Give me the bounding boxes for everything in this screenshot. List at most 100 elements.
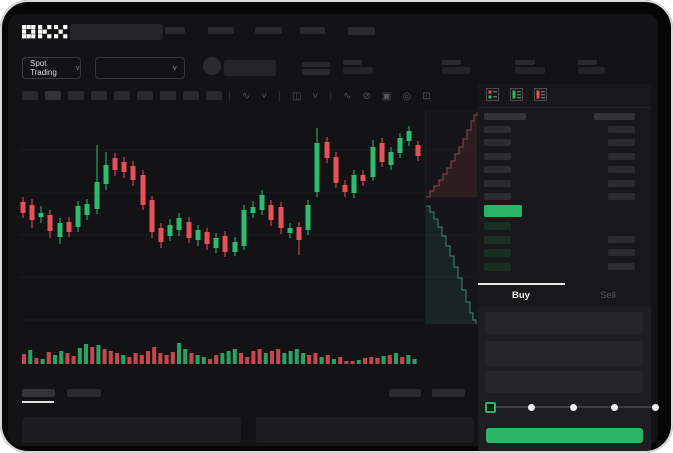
volume-bar: [183, 349, 188, 364]
volume-bar: [71, 356, 76, 364]
volume-bar: [59, 351, 64, 364]
bid-row-price-placeholder[interactable]: [484, 222, 511, 230]
ask-row-price-placeholder[interactable]: [484, 126, 511, 133]
candle-body: [149, 200, 155, 232]
book-all-icon[interactable]: [486, 88, 499, 101]
candle-body: [112, 158, 118, 170]
bid-row-price-placeholder[interactable]: [484, 263, 511, 271]
bid-row-price-placeholder[interactable]: [484, 249, 511, 257]
target-icon[interactable]: ◎: [402, 90, 412, 102]
nav-item-placeholder[interactable]: [300, 27, 325, 34]
curve-tool-icon[interactable]: ∿: [241, 90, 251, 102]
history-table-placeholder: [256, 417, 474, 443]
timeframe-button-placeholder[interactable]: [114, 91, 130, 100]
depth-asks-line: [426, 112, 478, 198]
volume-bar: [195, 355, 200, 364]
volume-bar: [102, 349, 107, 364]
slider-stop[interactable]: [569, 404, 577, 411]
tab-sell[interactable]: Sell: [600, 290, 616, 301]
volume-bar: [152, 347, 157, 364]
candle-body: [94, 182, 100, 209]
volume-bar: [201, 357, 206, 364]
bid-row-amount-placeholder: [608, 249, 635, 256]
slider-stop[interactable]: [528, 404, 535, 411]
timeframe-button-placeholder[interactable]: [22, 91, 38, 100]
timeframe-button-placeholder[interactable]: [45, 91, 61, 100]
volume-bar: [46, 352, 51, 364]
candle-body: [158, 228, 164, 242]
stat-label-placeholder: [515, 60, 535, 65]
buy-submit-button[interactable]: [486, 428, 643, 443]
nav-item-placeholder[interactable]: [208, 27, 234, 34]
timeframe-button-placeholder[interactable]: [160, 91, 176, 100]
volume-bar: [313, 353, 318, 364]
nav-item-placeholder[interactable]: [165, 27, 185, 34]
volume-bar: [139, 355, 144, 364]
volume-bar: [245, 357, 250, 364]
bottom-action-placeholder[interactable]: [432, 389, 465, 397]
volume-bar: [288, 351, 293, 364]
divider: [478, 107, 651, 108]
volume-bar: [208, 359, 212, 364]
bottom-action-placeholder[interactable]: [389, 389, 421, 397]
bottom-tab-underline: [22, 401, 54, 403]
depth-bids-area: [426, 206, 476, 324]
candle-body: [195, 230, 201, 240]
bottom-tab-active-placeholder[interactable]: [22, 389, 55, 397]
timeframe-button-placeholder[interactable]: [68, 91, 84, 100]
price-input-placeholder[interactable]: [485, 312, 643, 334]
candle-body: [360, 175, 366, 181]
fullscreen-icon[interactable]: ⊡: [422, 90, 431, 102]
header-search-placeholder[interactable]: [70, 24, 163, 40]
volume-bar: [146, 351, 150, 364]
book-bids-icon[interactable]: [510, 88, 523, 101]
slider-handle[interactable]: [484, 401, 496, 413]
tab-buy[interactable]: Buy: [512, 290, 530, 301]
timeframe-button-placeholder[interactable]: [206, 91, 222, 100]
book-col-amount-placeholder: [594, 113, 635, 120]
bottom-tab-placeholder[interactable]: [67, 389, 101, 397]
total-input-placeholder[interactable]: [485, 371, 643, 393]
timeframe-button-placeholder[interactable]: [183, 91, 199, 100]
draw-tool-icon[interactable]: ⊘: [362, 90, 371, 102]
market-type-selector[interactable]: Spot Trading ˅: [22, 57, 81, 79]
wave-tool-icon[interactable]: ∿: [343, 90, 352, 102]
timeframe-button-placeholder[interactable]: [137, 91, 153, 100]
candle-body: [57, 223, 63, 237]
shapes-tool-icon[interactable]: ◫: [291, 90, 302, 102]
last-price-bar: [484, 205, 522, 217]
camera-icon[interactable]: ▣: [381, 90, 392, 102]
candle-body: [103, 165, 109, 184]
price-placeholder: [302, 62, 330, 67]
nav-item-placeholder[interactable]: [255, 27, 282, 34]
ask-row-amount-placeholder: [608, 166, 635, 173]
candle-body: [406, 131, 412, 141]
ask-row-price-placeholder[interactable]: [484, 193, 511, 200]
nav-item-placeholder[interactable]: [348, 27, 375, 35]
ask-row-price-placeholder[interactable]: [484, 180, 511, 187]
candle-body: [314, 143, 320, 192]
pair-selector[interactable]: ˅: [95, 57, 185, 79]
ask-row-price-placeholder[interactable]: [484, 166, 511, 173]
slider-stop[interactable]: [611, 404, 618, 411]
ask-row-price-placeholder[interactable]: [484, 153, 511, 160]
volume-bar: [301, 353, 305, 364]
ask-row-price-placeholder[interactable]: [484, 139, 511, 146]
slider-stop[interactable]: [651, 404, 659, 411]
bid-row-price-placeholder[interactable]: [484, 236, 511, 244]
timeframe-button-placeholder[interactable]: [91, 91, 107, 100]
stat-label-placeholder: [343, 60, 362, 65]
candle-body: [75, 206, 81, 227]
volume-bar: [28, 350, 33, 364]
volume-bar: [232, 349, 237, 364]
book-asks-icon[interactable]: [534, 88, 547, 101]
candle-body: [176, 218, 182, 230]
candlestick-chart[interactable]: [14, 106, 478, 376]
volume-bar: [108, 351, 113, 364]
volume-bar: [40, 359, 45, 364]
candle-body: [342, 185, 348, 192]
chevron-down-icon[interactable]: ˅: [312, 90, 319, 102]
amount-input-placeholder[interactable]: [485, 341, 643, 366]
chevron-down-icon[interactable]: ˅: [261, 90, 268, 102]
